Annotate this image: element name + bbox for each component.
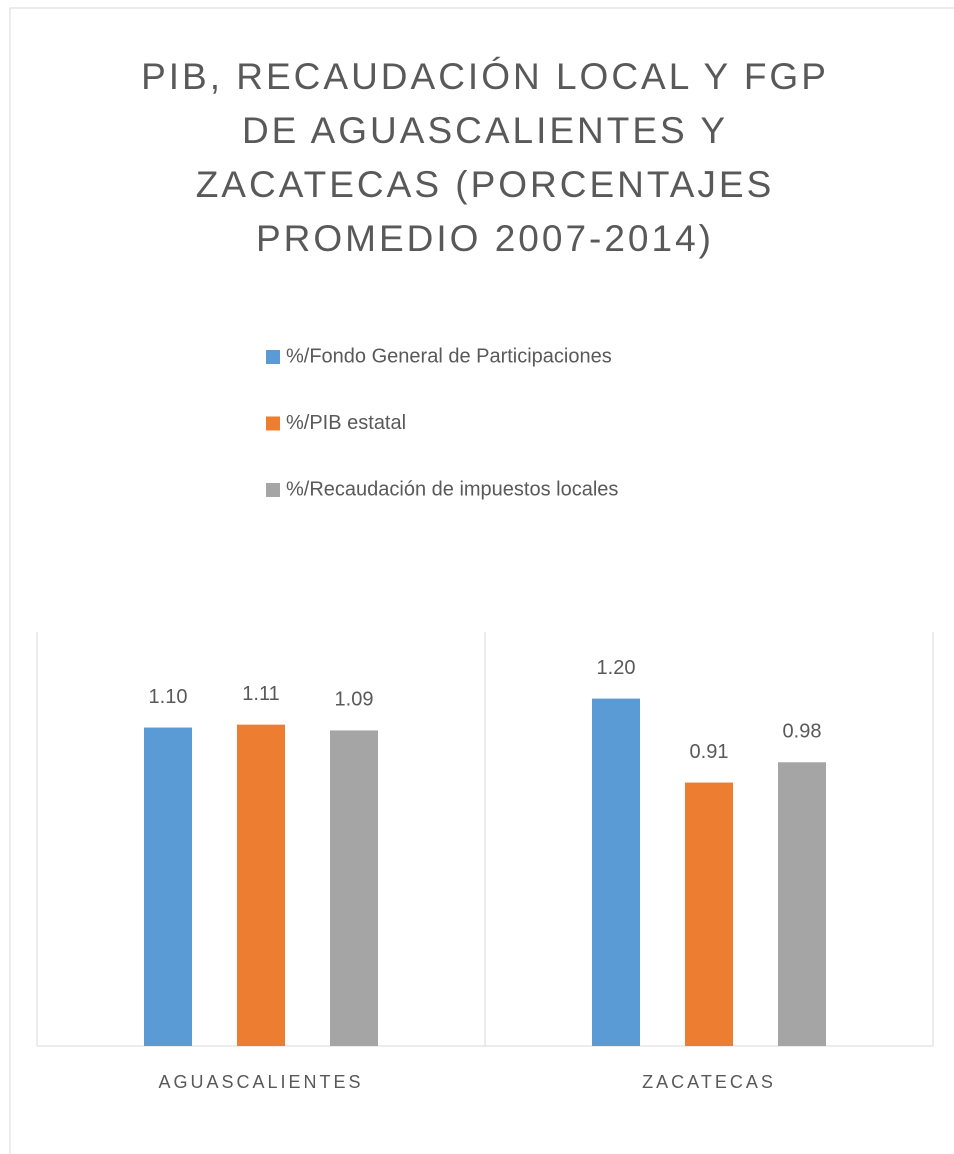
bar: [144, 727, 192, 1046]
x-tick-label: AGUASCALIENTES: [158, 1072, 363, 1092]
bar: [330, 730, 378, 1046]
legend-swatch: [266, 350, 280, 364]
bar: [685, 782, 733, 1046]
chart-border: [9, 7, 954, 1154]
legend-label: %/PIB estatal: [286, 412, 406, 434]
data-label: 1.11: [242, 683, 279, 705]
legend-label: %/Recaudación de impuestos locales: [286, 478, 618, 500]
bar: [237, 724, 285, 1046]
data-label: 0.98: [783, 721, 822, 743]
x-tick-label: ZACATECAS: [642, 1072, 776, 1092]
bar: [592, 698, 640, 1046]
data-label: 1.10: [149, 686, 188, 708]
data-label: 0.91: [690, 741, 729, 763]
legend-swatch: [266, 483, 280, 497]
legend-label: %/Fondo General de Participaciones: [286, 345, 612, 367]
chart-title: PIB, RECAUDACIÓN LOCAL Y FGP DE AGUASCAL…: [141, 56, 829, 259]
data-label: 1.09: [335, 689, 374, 711]
legend-swatch: [266, 416, 280, 431]
bar: [778, 762, 826, 1046]
data-label: 1.20: [597, 657, 636, 679]
